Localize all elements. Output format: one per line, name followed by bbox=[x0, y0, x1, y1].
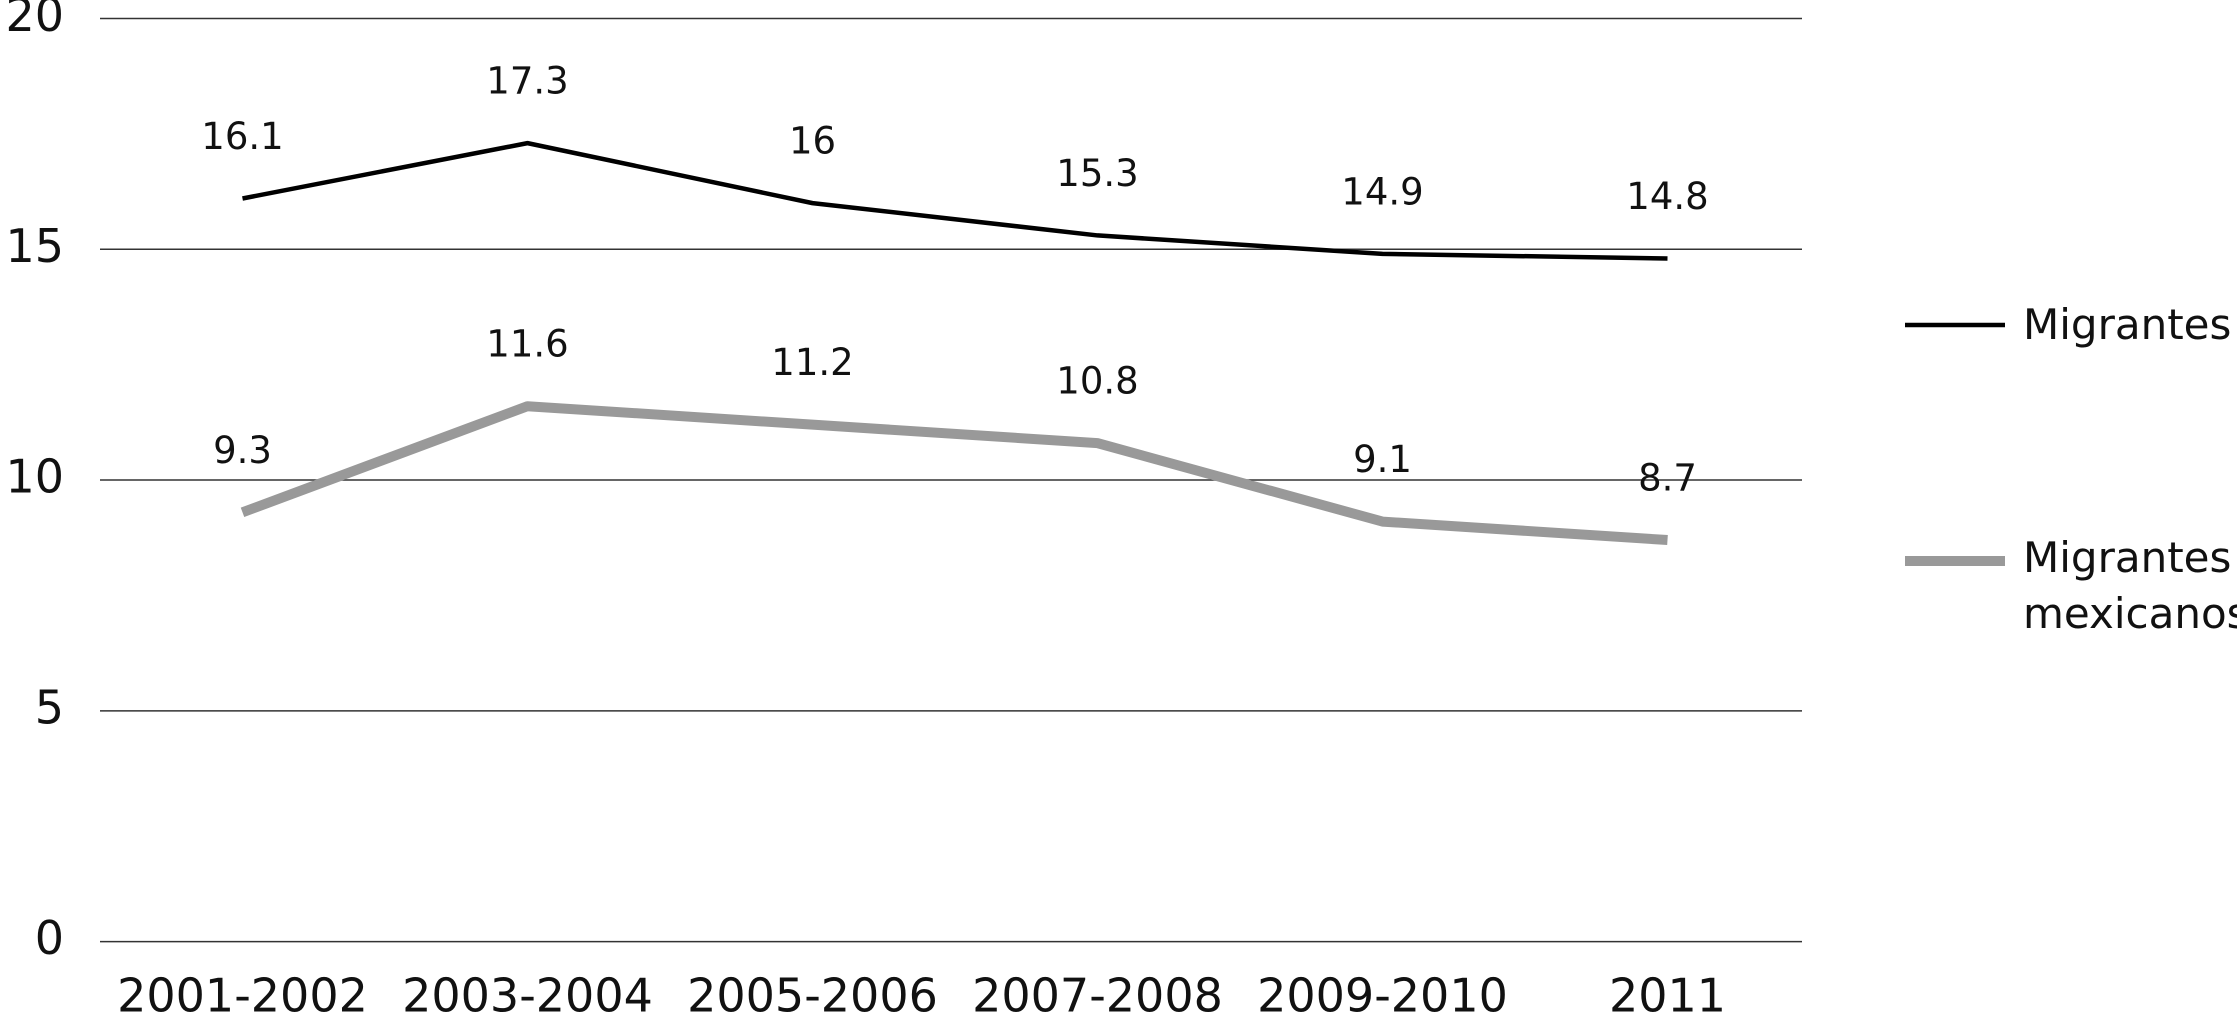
line bbox=[240, 401, 1668, 546]
x-tick-label: 2003-2004 bbox=[402, 969, 653, 1018]
data-label: 14.8 bbox=[1626, 175, 1708, 218]
data-label: 10.8 bbox=[1056, 360, 1138, 403]
data-label: 9.1 bbox=[1353, 438, 1412, 481]
y-tick-label: 5 bbox=[35, 680, 64, 734]
x-tick-label: 2011 bbox=[1609, 969, 1726, 1018]
data-label: 16.1 bbox=[201, 115, 283, 158]
y-tick-label: 15 bbox=[5, 219, 64, 273]
legend-label: Migrantes bbox=[2023, 300, 2232, 349]
legend-label: Migrantes mexicanos bbox=[2023, 533, 2237, 638]
y-tick-label: 20 bbox=[5, 0, 64, 42]
data-label: 15.3 bbox=[1056, 152, 1138, 195]
x-tick-label: 2005-2006 bbox=[687, 969, 938, 1018]
y-tick-label: 0 bbox=[35, 911, 64, 965]
x-tick-label: 2009-2010 bbox=[1257, 969, 1508, 1018]
x-tick-label: 2001-2002 bbox=[117, 969, 368, 1018]
data-label: 17.3 bbox=[486, 60, 568, 103]
data-label: 8.7 bbox=[1638, 457, 1697, 500]
line bbox=[242, 140, 1668, 261]
data-label: 11.6 bbox=[486, 323, 568, 366]
y-tick-label: 10 bbox=[5, 450, 64, 504]
data-label: 16 bbox=[789, 120, 836, 163]
x-tick-label: 2007-2008 bbox=[972, 969, 1223, 1018]
data-label: 11.2 bbox=[771, 341, 853, 384]
data-label: 9.3 bbox=[213, 429, 272, 472]
data-label: 14.9 bbox=[1341, 170, 1423, 213]
